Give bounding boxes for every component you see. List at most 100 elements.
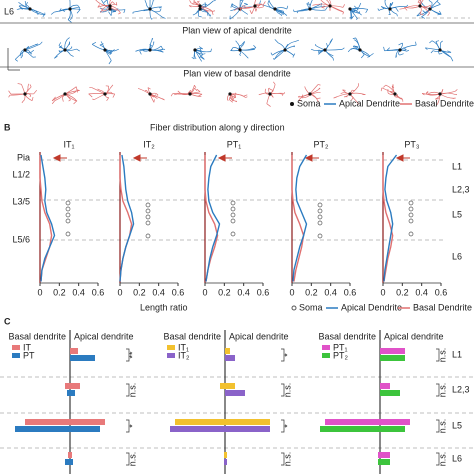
branch (277, 12, 281, 15)
branch (99, 43, 104, 46)
x-tick-label: 0.6 (435, 287, 448, 297)
branch (294, 39, 299, 42)
apical-bar (380, 390, 400, 396)
branch (144, 0, 147, 5)
branch (76, 48, 80, 52)
soma (23, 48, 27, 52)
legend-label: Apical Dendrite (339, 98, 400, 108)
branch (294, 8, 311, 13)
panel-subtitle: PT₃ (404, 139, 420, 149)
branch (97, 88, 101, 91)
basal-bar (175, 419, 225, 425)
branch (429, 40, 433, 44)
branch (450, 57, 454, 62)
neuron-icon (54, 37, 80, 59)
apical-bar (70, 452, 72, 458)
soma-marker (145, 220, 151, 226)
x-tick-label: 0 (37, 287, 42, 297)
branch (204, 2, 207, 7)
branch (112, 11, 116, 13)
branch (160, 50, 164, 53)
column-header: Basal dendrite (163, 331, 221, 341)
soma-marker (317, 202, 323, 208)
significance-bracket (126, 383, 130, 397)
significance-bracket (126, 419, 130, 433)
apical-bar (70, 355, 95, 361)
section-title: Plan view of apical dendrite (182, 25, 292, 35)
neuron-icon (234, 0, 266, 14)
branch (75, 99, 78, 102)
panel-subtitle: IT₁ (63, 139, 74, 149)
soma-marker (145, 233, 151, 239)
branch (428, 91, 441, 95)
branch (62, 97, 64, 102)
branch (206, 12, 209, 16)
panel-label: B (4, 122, 11, 132)
soma-marker (65, 200, 71, 206)
apical-bar (70, 459, 73, 465)
significance-bracket (281, 419, 285, 433)
branch (103, 0, 108, 3)
soma (188, 92, 192, 96)
significance-label: n.s. (437, 419, 447, 434)
branch (17, 83, 22, 85)
branch (187, 90, 191, 94)
x-tick-label: 0.6 (344, 287, 357, 297)
branch (112, 93, 116, 98)
branch (26, 46, 29, 49)
soma-marker (317, 233, 323, 239)
branch (350, 47, 355, 50)
pia-arrow (52, 154, 67, 162)
soma (68, 7, 72, 11)
soma (438, 92, 442, 96)
neuron-icon (259, 0, 289, 17)
branch (257, 3, 262, 8)
soma-marker (317, 208, 323, 214)
branch (19, 5, 21, 8)
soma (198, 4, 202, 8)
apical-profile (292, 154, 308, 282)
branch (426, 91, 430, 94)
branch (386, 47, 390, 51)
branch (188, 5, 192, 8)
layer-label: L5 (452, 209, 462, 219)
branch (115, 2, 118, 6)
neuron-icon (348, 2, 369, 20)
branch (8, 90, 12, 95)
soma-marker (317, 220, 323, 226)
neuron-icon (312, 0, 345, 15)
section-title: Plan view of basal dendrite (183, 68, 291, 78)
soma (193, 48, 197, 52)
soma-marker (230, 218, 236, 224)
branch (351, 96, 354, 101)
basal-profile (39, 155, 53, 282)
basal-bar (378, 459, 380, 465)
branch (194, 57, 197, 60)
neuron-icon (425, 40, 454, 62)
branch (114, 48, 119, 52)
branch (58, 42, 62, 46)
branch (325, 6, 328, 11)
branch (435, 40, 440, 42)
branch (118, 12, 121, 15)
branch (91, 87, 106, 95)
legend-label: Basal Dendrite (415, 98, 474, 108)
soma (103, 48, 107, 52)
branch (296, 10, 299, 14)
branch (255, 8, 258, 12)
neuron-icon (377, 0, 409, 17)
branch (383, 46, 385, 51)
branch (391, 2, 394, 6)
branch (329, 5, 344, 13)
branch (235, 100, 238, 103)
neuron-icon (135, 37, 166, 55)
branch (197, 93, 203, 97)
significance-bracket (281, 383, 285, 397)
legend-label: IT₁ (178, 342, 189, 352)
branch (27, 83, 29, 88)
branch (266, 103, 271, 107)
neuron-icon (293, 0, 328, 14)
soma (148, 48, 152, 52)
legend-swatch (12, 353, 20, 358)
x-tick-label: 0 (289, 287, 294, 297)
